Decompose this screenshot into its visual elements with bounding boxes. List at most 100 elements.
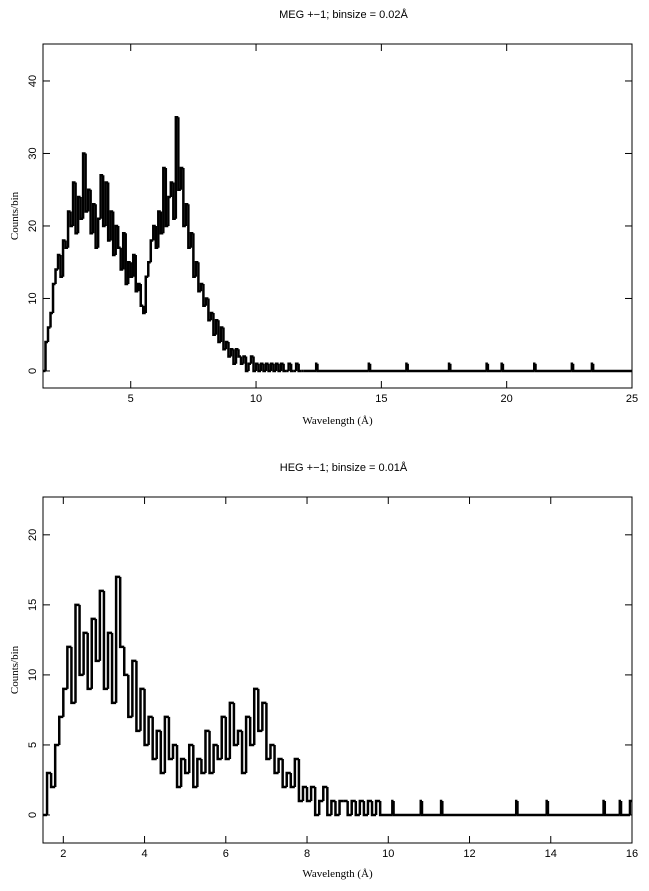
histogram-step: [187, 204, 191, 249]
histogram-step: [66, 645, 72, 689]
x-tick-label: 25: [626, 393, 638, 405]
y-tick-label: 10: [27, 669, 39, 681]
y-tick-label: 30: [27, 147, 39, 159]
plot-frame: [42, 43, 633, 389]
x-tick-label: 6: [223, 848, 229, 860]
histogram-step: [265, 702, 271, 761]
histogram-step: [264, 362, 269, 371]
histogram-step: [114, 224, 119, 255]
x-tick-label: 14: [545, 848, 557, 860]
histogram-step: [500, 362, 503, 371]
histogram-step: [82, 631, 88, 675]
histogram-step: [334, 800, 340, 817]
histogram-step: [78, 604, 84, 677]
histogram-step: [209, 311, 214, 321]
histogram-step: [196, 757, 202, 787]
histogram-step: [131, 253, 136, 277]
x-tick-label: 16: [626, 848, 638, 860]
histogram-step: [171, 743, 178, 759]
histogram-step: [70, 646, 76, 705]
histogram-step: [102, 590, 108, 691]
histogram-step: [282, 363, 287, 373]
histogram-step: [289, 363, 294, 373]
chart-title: MEG +−1; binsize = 0.02Å: [279, 8, 408, 21]
x-tick-label: 2: [60, 848, 66, 860]
histogram-step: [204, 729, 210, 773]
histogram-step: [591, 363, 632, 373]
y-tick-label: 0: [27, 368, 39, 374]
histogram-step: [51, 282, 56, 313]
histogram-step: [94, 618, 100, 663]
histogram-step: [305, 786, 312, 803]
histogram-step: [53, 743, 60, 787]
histogram-step: [338, 799, 344, 815]
histogram-step: [257, 688, 263, 733]
histogram-step: [143, 688, 149, 747]
histogram-step: [485, 362, 488, 371]
histogram-step: [316, 363, 369, 373]
histogram-step: [224, 340, 229, 350]
histogram-step: [281, 758, 287, 789]
histogram-step: [269, 743, 275, 759]
histogram-step: [135, 660, 141, 733]
histogram-step: [45, 771, 52, 815]
histogram-step: [183, 758, 190, 775]
histogram-step: [252, 687, 259, 745]
histogram-step: [84, 153, 89, 213]
histogram-step: [362, 800, 368, 817]
histogram-step: [367, 362, 371, 371]
histogram-step: [184, 202, 189, 226]
histogram-step: [309, 785, 316, 801]
histogram-step: [287, 362, 292, 371]
histogram-step: [216, 744, 222, 761]
histogram-step: [167, 716, 173, 761]
histogram-step: [194, 260, 199, 277]
histogram-step: [74, 603, 80, 703]
histogram-step: [177, 117, 181, 191]
chart-title: HEG +−1; binsize = 0.01Å: [280, 461, 408, 474]
histogram-step: [152, 224, 156, 241]
histogram-step: [44, 340, 49, 371]
x-tick-label: 5: [128, 393, 134, 405]
histogram-step: [64, 240, 69, 249]
histogram-step: [346, 800, 352, 817]
histogram-step: [162, 166, 166, 234]
histogram-step: [207, 298, 211, 322]
histogram-step: [247, 362, 252, 371]
histogram-step: [546, 800, 604, 817]
x-axis-label: Wavelength (Å): [302, 415, 373, 427]
histogram-step: [590, 362, 594, 371]
histogram-step: [354, 800, 360, 817]
histogram-step: [273, 744, 279, 775]
histogram-step: [374, 799, 381, 815]
histogram-step: [370, 800, 377, 817]
histogram-step: [212, 743, 218, 773]
x-tick-label: 15: [375, 393, 387, 405]
histogram-step: [179, 166, 184, 190]
histogram-step: [420, 800, 442, 817]
histogram-step: [159, 730, 165, 775]
histogram-step: [405, 362, 408, 371]
histogram-step: [49, 772, 56, 789]
histogram-step: [330, 799, 336, 815]
histogram-step: [81, 152, 86, 219]
y-tick-label: 5: [27, 742, 39, 748]
histogram-step: [106, 182, 111, 242]
x-tick-label: 10: [250, 393, 262, 405]
histogram-step: [175, 744, 182, 789]
histogram-step: [248, 716, 255, 747]
histogram-step: [199, 282, 204, 292]
y-tick-label: 20: [27, 529, 39, 541]
histogram-step: [57, 715, 64, 745]
histogram-step: [358, 799, 364, 815]
histogram-step: [192, 744, 198, 789]
histogram-step: [516, 800, 547, 817]
histogram-step: [122, 646, 129, 677]
histogram-step: [378, 800, 393, 817]
histogram-step: [326, 786, 332, 817]
histogram-step: [449, 363, 487, 373]
histogram-step: [279, 362, 284, 371]
histogram-step: [187, 743, 194, 773]
histogram-step: [289, 772, 295, 789]
